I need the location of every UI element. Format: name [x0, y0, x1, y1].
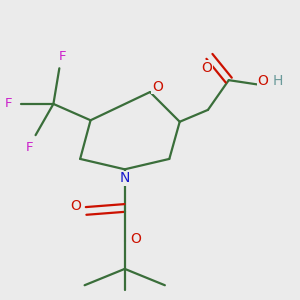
- Text: O: O: [130, 232, 142, 246]
- Text: H: H: [273, 74, 283, 88]
- Text: O: O: [70, 200, 81, 214]
- Text: F: F: [26, 140, 33, 154]
- Text: O: O: [152, 80, 163, 94]
- Text: F: F: [5, 98, 13, 110]
- Text: F: F: [58, 50, 66, 63]
- Text: O: O: [201, 61, 212, 75]
- Text: O: O: [257, 74, 268, 88]
- Text: N: N: [119, 171, 130, 185]
